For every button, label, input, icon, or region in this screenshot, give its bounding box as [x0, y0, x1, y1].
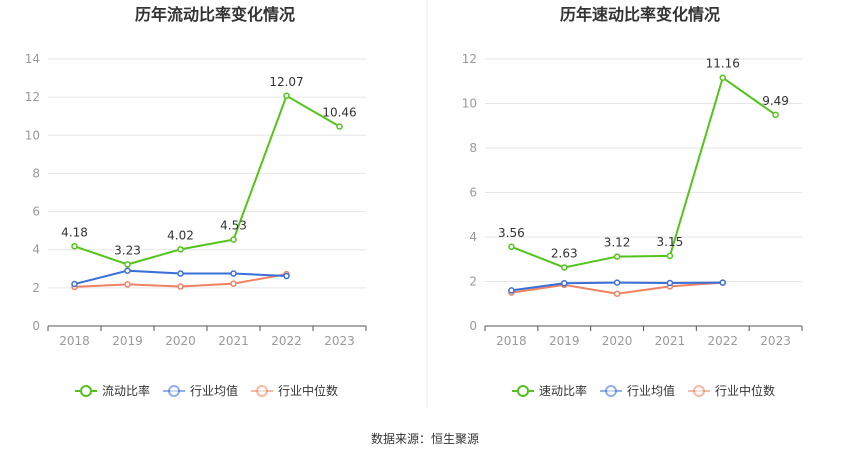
data-label: 4.02: [167, 228, 194, 242]
data-point: [124, 267, 131, 274]
data-source: 数据来源：恒生聚源: [371, 431, 479, 446]
data-point: [71, 243, 78, 250]
legend-item[interactable]: 行业均值: [163, 383, 238, 398]
data-point: [230, 270, 237, 277]
data-label: 10.46: [322, 106, 356, 120]
y-tick-label: 0: [469, 319, 477, 333]
data-label: 11.16: [706, 57, 740, 71]
data-point: [124, 281, 131, 288]
y-tick-label: 12: [462, 52, 477, 66]
data-point: [613, 290, 621, 297]
y-tick-label: 4: [32, 243, 40, 257]
y-tick-label: 0: [32, 319, 40, 333]
legend-marker-icon: [605, 385, 617, 397]
data-point: [336, 123, 343, 130]
y-tick-label: 8: [32, 166, 40, 180]
y-tick-label: 10: [25, 128, 40, 142]
x-tick-label: 2022: [707, 334, 738, 348]
x-tick-label: 2022: [271, 334, 302, 348]
data-label: 2.63: [551, 246, 578, 260]
data-point: [772, 111, 779, 119]
legend-item[interactable]: 行业中位数: [688, 383, 775, 398]
x-tick-label: 2020: [602, 334, 633, 348]
data-point: [719, 279, 726, 286]
data-point: [613, 279, 621, 286]
y-tick-label: 12: [25, 90, 40, 104]
chart-title: 历年流动比率变化情况: [135, 5, 295, 24]
legend-marker-icon: [517, 385, 529, 397]
data-point: [71, 280, 78, 288]
series-line: [74, 94, 341, 266]
legend-item[interactable]: 行业中位数: [251, 383, 338, 398]
series-line: [511, 76, 777, 269]
legend-item[interactable]: 速动比率: [512, 383, 587, 398]
legend-item[interactable]: 行业均值: [600, 383, 675, 398]
data-point: [177, 270, 184, 277]
legend-marker-icon: [80, 385, 92, 397]
legend-label: 流动比率: [102, 383, 150, 398]
data-label: 12.07: [269, 75, 303, 89]
x-tick-label: 2018: [59, 334, 90, 348]
y-tick-label: 2: [469, 275, 477, 289]
data-label: 3.23: [114, 243, 141, 257]
legend-label: 速动比率: [539, 383, 587, 398]
data-point: [561, 280, 568, 287]
data-point: [508, 243, 515, 251]
x-tick-label: 2019: [112, 334, 143, 348]
data-point: [177, 246, 184, 253]
chart-title: 历年速动比率变化情况: [560, 5, 720, 24]
data-label: 4.53: [220, 219, 247, 233]
x-tick-label: 2023: [760, 334, 791, 348]
data-label: 4.18: [61, 225, 88, 239]
data-point: [719, 74, 726, 81]
data-point: [124, 261, 131, 268]
legend-marker-icon: [168, 385, 180, 397]
quick-ratio-chart: 历年速动比率变化情况 0 2 4 6 8 10 12 2018 2019 2020 2021 2022 2…: [462, 5, 803, 398]
x-tick-label: 2021: [655, 334, 686, 348]
y-tick-label: 14: [25, 52, 40, 66]
y-tick-label: 4: [469, 230, 477, 244]
legend-label: 行业中位数: [715, 383, 775, 398]
legend-label: 行业中位数: [278, 383, 338, 398]
y-tick-label: 6: [32, 205, 40, 219]
y-tick-label: 2: [32, 281, 40, 295]
data-point: [508, 287, 515, 294]
data-point: [230, 280, 237, 287]
data-point: [666, 279, 674, 287]
x-tick-label: 2023: [324, 334, 355, 348]
x-tick-label: 2020: [165, 334, 196, 348]
y-tick-label: 6: [469, 186, 477, 200]
y-tick-label: 10: [462, 97, 477, 111]
legend-marker-icon: [256, 385, 268, 397]
data-point: [561, 264, 568, 271]
x-tick-label: 2021: [218, 334, 249, 348]
legend-marker-icon: [693, 385, 705, 397]
data-label: 3.12: [604, 236, 631, 250]
data-label: 3.15: [657, 235, 684, 249]
legend-label: 行业均值: [627, 383, 675, 398]
data-point: [283, 92, 290, 100]
data-point: [613, 253, 621, 260]
data-point: [230, 236, 237, 243]
legend-label: 行业均值: [190, 383, 238, 398]
data-label: 3.56: [498, 226, 525, 240]
data-point: [177, 283, 184, 290]
x-tick-label: 2019: [549, 334, 580, 348]
legend-item[interactable]: 流动比率: [75, 383, 150, 398]
data-point: [283, 272, 290, 280]
data-point: [666, 252, 674, 260]
x-tick-label: 2018: [496, 334, 527, 348]
y-tick-label: 8: [469, 141, 477, 155]
current-ratio-chart: 历年流动比率变化情况 0 2 4 6 8 10 12 14 2018 2019 2020 2021 202…: [25, 5, 367, 398]
data-label: 9.49: [762, 94, 789, 108]
